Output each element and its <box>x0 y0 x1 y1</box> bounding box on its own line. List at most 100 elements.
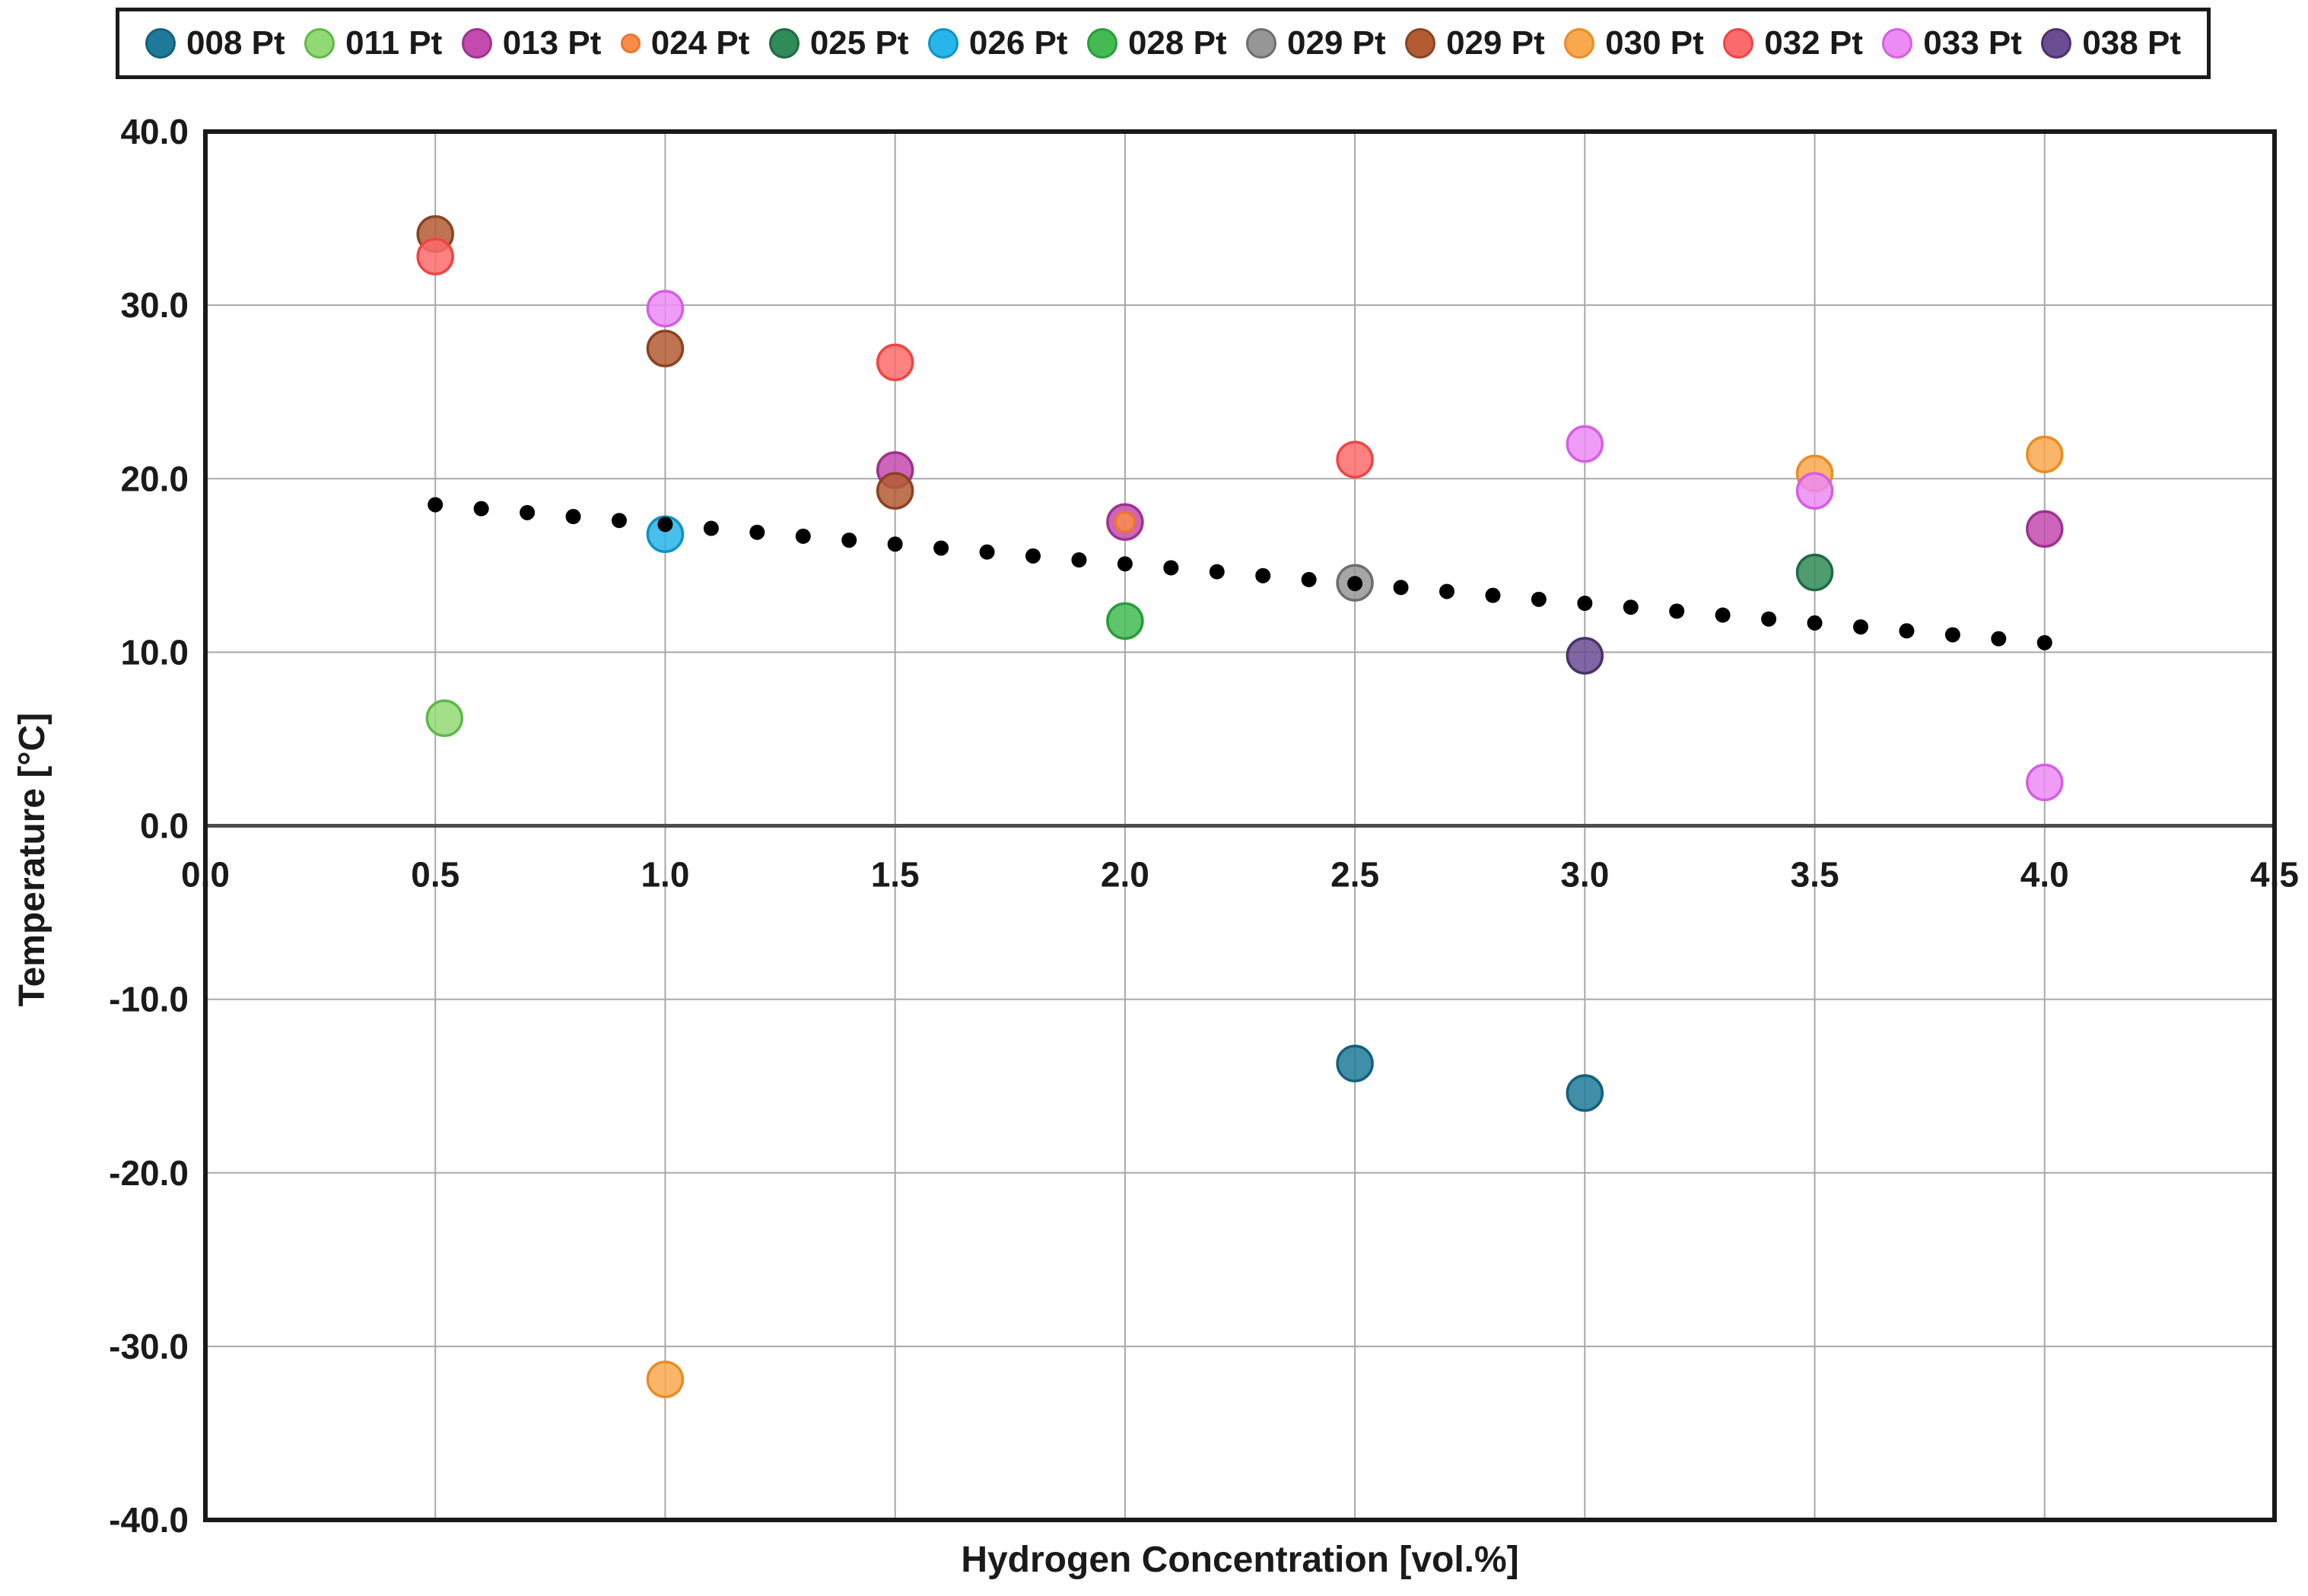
legend-item-label: 011 Pt <box>345 24 443 62</box>
data-point <box>876 343 914 382</box>
x-tick-label: 0.0 <box>181 855 230 895</box>
legend-item-label: 033 Pt <box>1923 24 2022 62</box>
trend-dot <box>1853 619 1868 635</box>
y-tick-label: -10.0 <box>109 980 189 1019</box>
legend-marker-icon <box>1086 28 1117 59</box>
data-point <box>2026 763 2064 802</box>
trend-dot <box>473 501 489 517</box>
trend-dot <box>520 504 536 520</box>
y-axis-title: Temperature [°C] <box>12 713 52 1006</box>
trend-dot <box>1623 599 1639 615</box>
trend-dot <box>1301 571 1317 587</box>
legend-marker-icon <box>1405 28 1436 59</box>
x-tick-label: 1.5 <box>871 855 920 895</box>
legend-item: 033 Pt <box>1882 27 2022 60</box>
trend-dot <box>1025 548 1041 564</box>
y-tick-label: -20.0 <box>109 1153 189 1193</box>
y-tick-label: 30.0 <box>120 285 189 325</box>
data-point <box>646 515 685 553</box>
data-point <box>1795 553 1834 592</box>
legend-marker-icon <box>1246 28 1277 59</box>
legend-item-label: 024 Pt <box>650 24 750 62</box>
legend-item: 026 Pt <box>927 24 1068 62</box>
trend-dot <box>1439 583 1454 599</box>
data-points-layer <box>416 215 2064 1398</box>
legend-marker-icon <box>927 28 958 59</box>
legend-marker-icon <box>2041 28 2072 59</box>
trend-dot <box>1209 564 1225 580</box>
data-point <box>2026 510 2064 548</box>
data-point <box>2026 435 2064 474</box>
plot-border <box>203 129 2277 1522</box>
legend-item: 025 Pt <box>768 24 909 62</box>
data-point <box>876 472 914 510</box>
legend-item-label: 032 Pt <box>1764 24 1863 62</box>
x-tick-label: 2.5 <box>1330 855 1379 895</box>
trend-dot <box>1761 611 1777 627</box>
legend-item: 028 Pt <box>1086 24 1227 62</box>
data-point <box>1566 1074 1604 1112</box>
legend-item: 029 Pt <box>1246 27 1386 60</box>
legend-item-label: 028 Pt <box>1127 24 1227 62</box>
data-point <box>1566 637 1604 675</box>
data-point <box>1795 472 1834 510</box>
legend-item: 024 Pt <box>620 24 750 62</box>
x-tick-label: 0.5 <box>411 855 459 895</box>
trend-dot <box>1944 627 1960 643</box>
data-point <box>1336 1044 1374 1083</box>
x-tick-label: 1.0 <box>641 855 689 895</box>
trend-dot <box>1669 603 1685 619</box>
legend-item-label: 038 Pt <box>2082 24 2181 62</box>
legend: 008 Pt 011 Pt 013 Pt 024 Pt 025 Pt 026 Pt 028 … <box>116 8 2211 79</box>
x-tick-label: 4.5 <box>2250 855 2299 895</box>
trend-dot <box>1715 607 1731 623</box>
legend-item-label: 026 Pt <box>968 24 1068 62</box>
legend-item-label: 008 Pt <box>186 24 285 62</box>
x-tick-label: 3.0 <box>1560 855 1609 895</box>
x-axis-title: Hydrogen Concentration [vol.%] <box>961 1540 1518 1580</box>
data-point <box>646 329 685 367</box>
legend-item: 032 Pt <box>1723 27 1863 60</box>
data-point <box>646 289 685 328</box>
trend-dot <box>1899 623 1915 639</box>
legend-marker-icon <box>1564 28 1595 59</box>
x-tick-label: 2.0 <box>1101 855 1149 895</box>
legend-item-label: 025 Pt <box>809 24 909 62</box>
trend-dot <box>1071 552 1087 568</box>
legend-item: 038 Pt <box>2041 27 2181 60</box>
legend-item: 030 Pt <box>1564 27 1704 60</box>
trend-dot <box>795 528 811 544</box>
x-tick-label: 4.0 <box>2020 855 2069 895</box>
axis-layer <box>203 129 2277 1522</box>
trend-dot <box>1255 568 1271 583</box>
trend-dot <box>657 517 673 533</box>
trend-dot <box>841 533 857 548</box>
trend-dot <box>612 513 627 529</box>
legend-marker-icon <box>461 28 492 59</box>
legend-marker-icon <box>620 33 641 53</box>
legend-item-label: 029 Pt <box>1287 24 1386 62</box>
legend-marker-icon <box>768 28 800 59</box>
legend-item-label: 029 Pt <box>1446 24 1545 62</box>
legend-item-label: 013 Pt <box>502 24 602 62</box>
trend-dot <box>749 524 765 540</box>
trend-dot <box>1117 556 1133 572</box>
trend-dot <box>1577 596 1593 612</box>
trend-dot <box>1807 615 1823 631</box>
legend-item: 029 Pt <box>1405 27 1545 60</box>
tick-label-layer: 40.0 30.0 20.0 10.0 0.0 -10.0 -20.0 -30.0 -40.0 0… <box>109 112 2299 1540</box>
legend-marker-icon <box>304 28 335 59</box>
data-point <box>1566 424 1604 463</box>
y-tick-label: -40.0 <box>109 1500 189 1540</box>
y-tick-label: 0.0 <box>140 806 189 846</box>
data-point <box>1336 440 1374 478</box>
data-point <box>1106 602 1144 641</box>
trend-dot <box>1531 591 1547 607</box>
trend-dot <box>703 520 719 536</box>
trend-dot <box>979 544 995 560</box>
trend-dot <box>1393 580 1409 596</box>
data-point <box>1114 510 1137 534</box>
data-point <box>425 699 464 737</box>
